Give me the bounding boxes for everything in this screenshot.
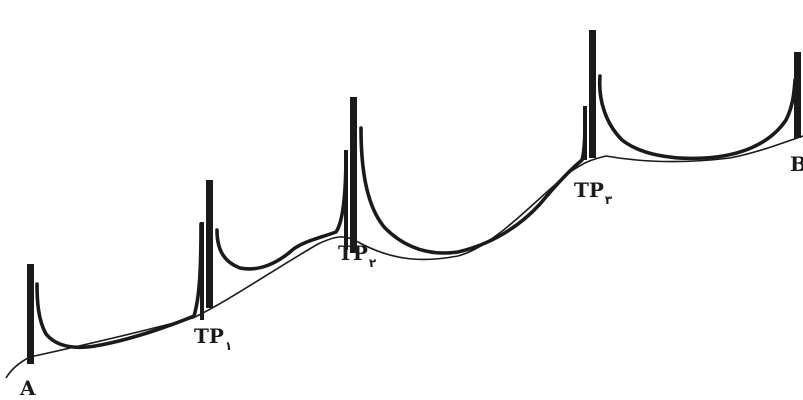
- label-tp2-sub: ٢: [368, 256, 377, 270]
- sight-line-3: [359, 106, 587, 255]
- label-tp3: TP٣: [574, 178, 612, 206]
- label-a-text: A: [20, 376, 36, 400]
- label-tp3-sub: ٣: [604, 193, 613, 207]
- rod-a: [27, 264, 34, 364]
- label-tp1: TP١: [194, 324, 232, 352]
- rod-tp3-front: [589, 30, 596, 158]
- rod-tp1-front: [206, 180, 213, 308]
- label-b: B: [790, 154, 803, 174]
- rod-b: [794, 52, 801, 138]
- rod-tp2-back: [344, 150, 348, 250]
- sight-line-2: [215, 150, 348, 271]
- label-tp1-text: TP: [194, 324, 224, 348]
- label-tp2-text: TP: [338, 241, 368, 265]
- label-b-text: B: [790, 152, 803, 176]
- sight-line-4: [597, 74, 797, 161]
- ground-profile-line: [5, 135, 803, 379]
- label-tp3-text: TP: [574, 178, 604, 202]
- rod-tp2-front: [350, 97, 357, 253]
- sight-line-1: [35, 222, 203, 350]
- rod-tp1-back: [200, 222, 204, 320]
- label-tp1-sub: ١: [224, 339, 233, 353]
- label-a: A: [20, 378, 36, 398]
- label-tp2: TP٢: [338, 241, 376, 269]
